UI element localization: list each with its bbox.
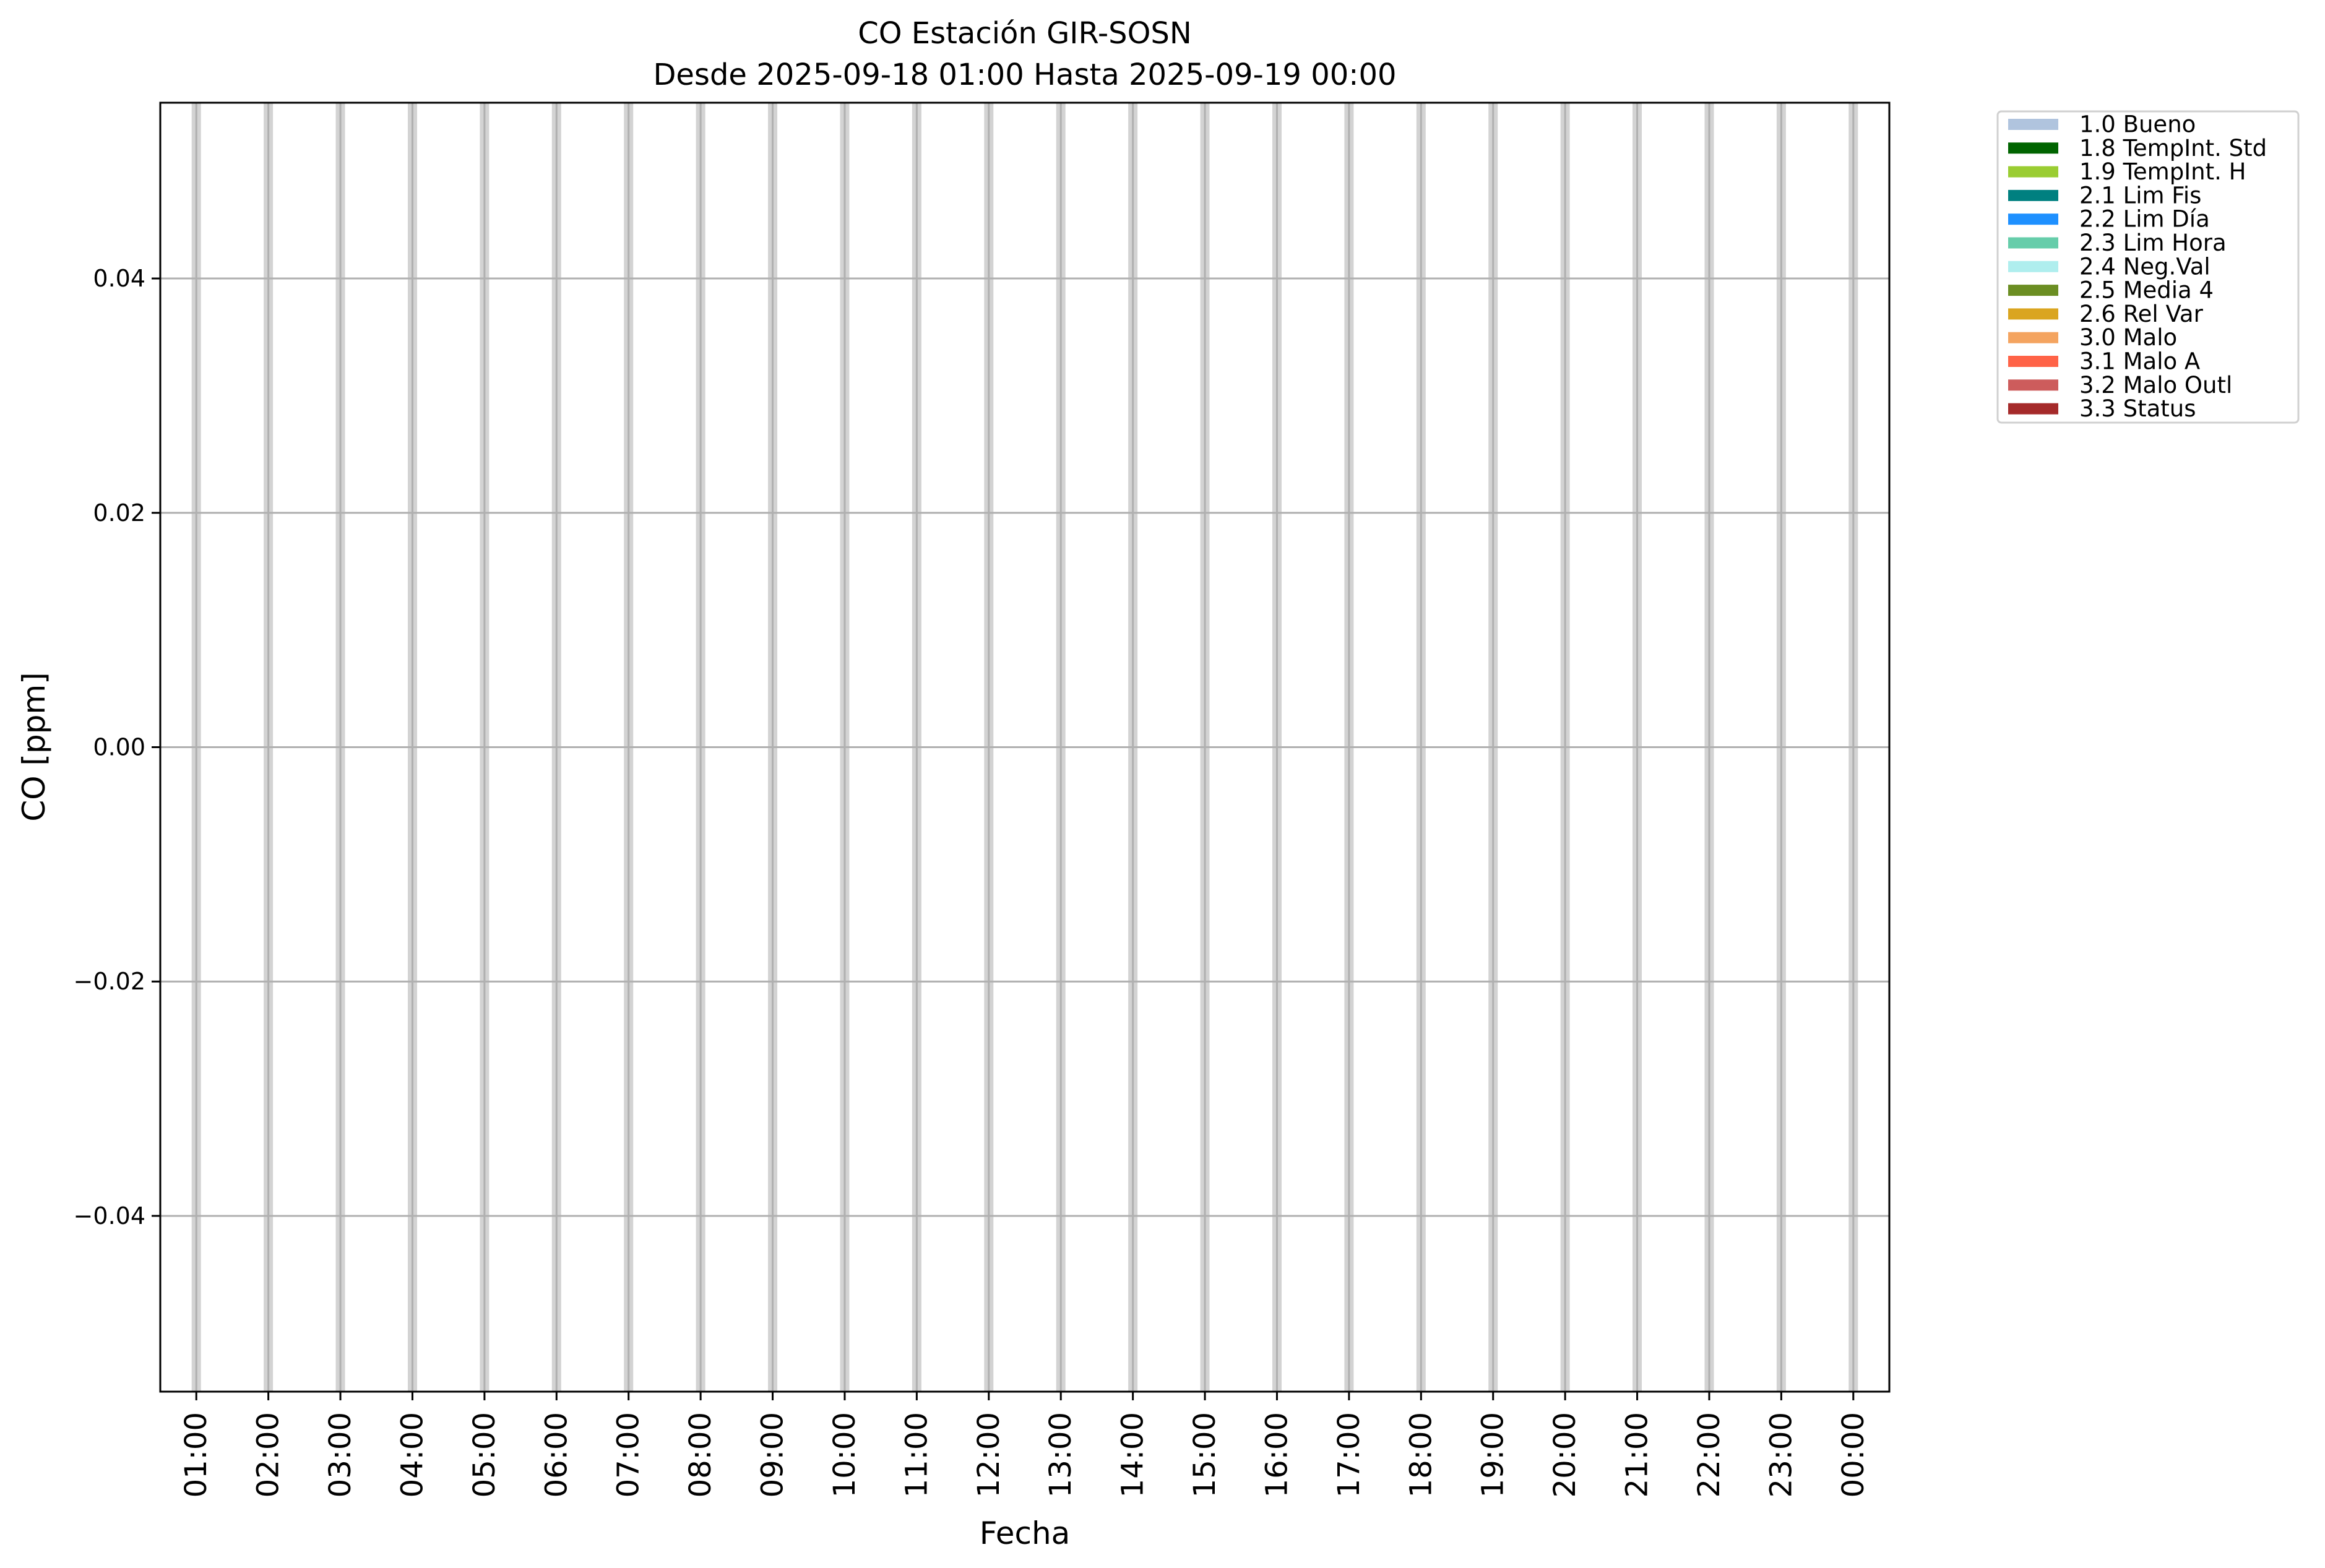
legend-frame — [1996, 110, 2300, 424]
legend-swatch — [2008, 308, 2058, 320]
y-tick-label: 0.00 — [93, 734, 145, 761]
x-tick-label: 22:00 — [1692, 1412, 1727, 1497]
x-tick-label: 14:00 — [1116, 1412, 1150, 1497]
legend-label: 2.6 Rel Var — [2079, 301, 2204, 327]
x-tick-label: 00:00 — [1836, 1412, 1871, 1497]
legend-swatch — [2008, 379, 2058, 391]
x-tick-label: 02:00 — [251, 1412, 286, 1497]
legend-label: 1.8 TempInt. Std — [2079, 135, 2267, 162]
legend-swatch — [2008, 189, 2058, 201]
chart-subtitle: Desde 2025-09-18 01:00 Hasta 2025-09-19 … — [653, 58, 1396, 92]
x-tick-label: 18:00 — [1404, 1412, 1438, 1497]
y-axis-label: CO [ppm] — [16, 672, 52, 821]
x-tick-label: 10:00 — [827, 1412, 862, 1497]
x-tick-label: 01:00 — [179, 1412, 214, 1497]
legend-swatch — [2008, 237, 2058, 249]
legend-swatch — [2008, 285, 2058, 296]
x-axis-ticks: 01:00 02:00 03:00 04:00 05:00 06:00 07:00 08:00… — [179, 1392, 1871, 1497]
legend-swatch — [2008, 213, 2058, 225]
x-tick-label: 16:00 — [1259, 1412, 1294, 1497]
x-tick-label: 03:00 — [323, 1412, 358, 1497]
legend-label: 1.0 Bueno — [2079, 111, 2196, 138]
legend-label: 1.9 TempInt. H — [2079, 158, 2246, 185]
legend-label: 2.4 Neg.Val — [2079, 253, 2211, 280]
legend-label: 3.3 Status — [2079, 395, 2196, 422]
legend-label: 3.1 Malo A — [2079, 348, 2200, 375]
y-tick-label: −0.02 — [74, 968, 145, 995]
x-tick-label: 19:00 — [1476, 1412, 1511, 1497]
x-tick-label: 11:00 — [899, 1412, 934, 1497]
legend-swatch — [2008, 166, 2058, 178]
legend-swatch — [2008, 356, 2058, 367]
legend-swatch — [2008, 142, 2058, 154]
legend-swatch — [2008, 332, 2058, 343]
chart-title: CO Estación GIR-SOSN — [858, 16, 1192, 51]
x-axis-label: Fecha — [980, 1515, 1071, 1551]
legend-label: 2.3 Lim Hora — [2079, 230, 2227, 256]
legend-label: 3.2 Malo Outl — [2079, 372, 2232, 398]
x-tick-label: 05:00 — [467, 1412, 502, 1497]
x-tick-label: 23:00 — [1764, 1412, 1798, 1497]
legend-label: 2.5 Media 4 — [2079, 277, 2214, 304]
x-tick-label: 17:00 — [1332, 1412, 1366, 1497]
x-tick-label: 08:00 — [683, 1412, 718, 1497]
x-tick-label: 15:00 — [1188, 1412, 1222, 1497]
x-tick-label: 12:00 — [972, 1412, 1006, 1497]
y-tick-label: −0.04 — [74, 1202, 145, 1230]
y-tick-label: 0.02 — [93, 499, 145, 527]
x-tick-label: 09:00 — [756, 1412, 790, 1497]
x-tick-label: 20:00 — [1548, 1412, 1582, 1497]
legend-swatch — [2008, 119, 2058, 130]
x-tick-label: 04:00 — [395, 1412, 429, 1497]
legend-label: 2.1 Lim Fis — [2079, 182, 2201, 209]
legend-label: 3.0 Malo — [2079, 324, 2177, 351]
x-tick-label: 07:00 — [611, 1412, 646, 1497]
legend-swatch — [2008, 261, 2058, 272]
y-tick-label: 0.04 — [93, 265, 145, 292]
x-tick-label: 13:00 — [1043, 1412, 1078, 1497]
legend-label: 2.2 Lim Día — [2079, 206, 2210, 233]
y-axis-ticks: 0.04 0.02 0.00 −0.02 −0.04 — [74, 265, 160, 1230]
grid-lines — [160, 103, 1889, 1392]
x-tick-label: 06:00 — [539, 1412, 574, 1497]
legend-swatch — [2008, 403, 2058, 415]
x-tick-label: 21:00 — [1620, 1412, 1655, 1497]
